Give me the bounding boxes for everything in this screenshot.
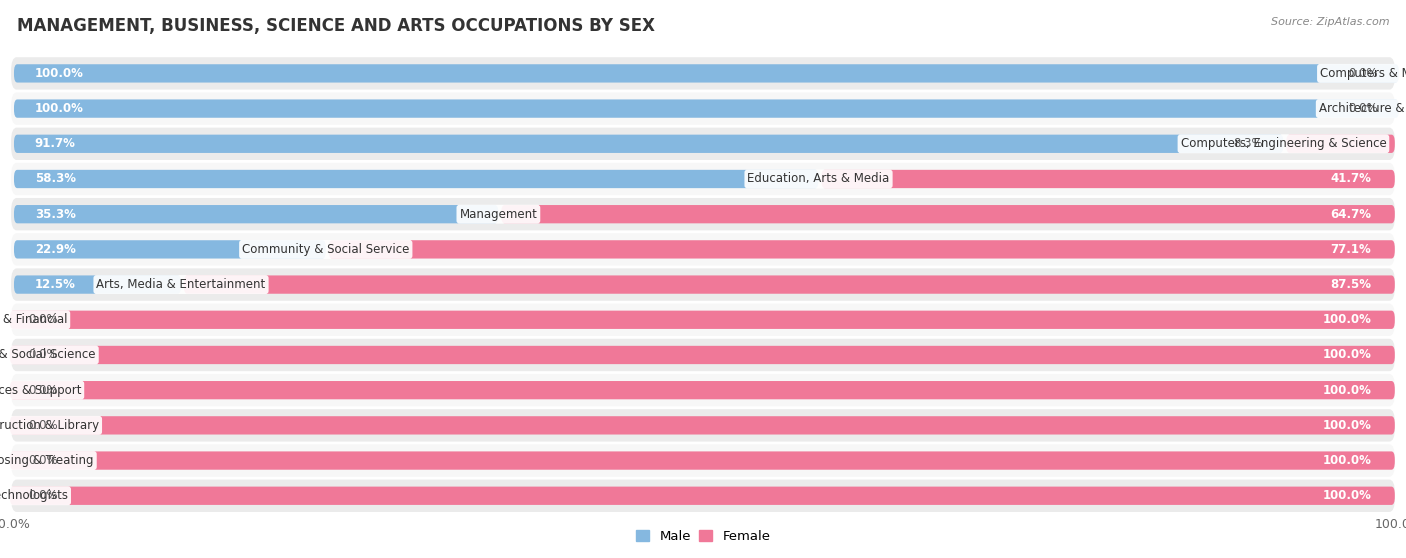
FancyBboxPatch shape — [11, 444, 1395, 477]
Text: MANAGEMENT, BUSINESS, SCIENCE AND ARTS OCCUPATIONS BY SEX: MANAGEMENT, BUSINESS, SCIENCE AND ARTS O… — [17, 17, 655, 35]
FancyBboxPatch shape — [14, 99, 1399, 118]
Text: 22.9%: 22.9% — [35, 243, 76, 256]
Text: Management: Management — [460, 208, 537, 220]
FancyBboxPatch shape — [11, 374, 1395, 406]
FancyBboxPatch shape — [10, 311, 1395, 329]
Text: 100.0%: 100.0% — [35, 102, 84, 115]
FancyBboxPatch shape — [11, 198, 1395, 230]
FancyBboxPatch shape — [10, 451, 1395, 470]
FancyBboxPatch shape — [329, 240, 1395, 258]
Text: Source: ZipAtlas.com: Source: ZipAtlas.com — [1271, 17, 1389, 27]
FancyBboxPatch shape — [501, 205, 1395, 223]
Text: Legal Services & Support: Legal Services & Support — [0, 384, 82, 397]
Text: Business & Financial: Business & Financial — [0, 313, 67, 326]
FancyBboxPatch shape — [11, 93, 1395, 125]
Text: Community & Social Service: Community & Social Service — [242, 243, 409, 256]
FancyBboxPatch shape — [10, 381, 1395, 400]
Text: 64.7%: 64.7% — [1330, 208, 1371, 220]
Text: 100.0%: 100.0% — [1322, 419, 1371, 432]
FancyBboxPatch shape — [10, 346, 1395, 364]
Text: Education, Arts & Media: Education, Arts & Media — [748, 172, 890, 185]
Text: 100.0%: 100.0% — [1322, 454, 1371, 467]
FancyBboxPatch shape — [1286, 134, 1395, 153]
Text: Health Technologists: Health Technologists — [0, 489, 67, 502]
Text: 100.0%: 100.0% — [35, 67, 84, 80]
FancyBboxPatch shape — [14, 240, 326, 258]
Text: Architecture & Engineering: Architecture & Engineering — [1319, 102, 1406, 115]
Text: 0.0%: 0.0% — [28, 349, 58, 362]
FancyBboxPatch shape — [14, 205, 498, 223]
Text: 87.5%: 87.5% — [1330, 278, 1371, 291]
Text: Arts, Media & Entertainment: Arts, Media & Entertainment — [97, 278, 266, 291]
FancyBboxPatch shape — [11, 163, 1395, 195]
FancyBboxPatch shape — [184, 276, 1395, 294]
Legend: Male, Female: Male, Female — [630, 525, 776, 548]
Text: 58.3%: 58.3% — [35, 172, 76, 185]
Text: 0.0%: 0.0% — [28, 384, 58, 397]
FancyBboxPatch shape — [10, 487, 1395, 505]
FancyBboxPatch shape — [10, 416, 1395, 435]
Text: 100.0%: 100.0% — [1322, 313, 1371, 326]
Text: Computers & Mathematics: Computers & Mathematics — [1320, 67, 1406, 80]
FancyBboxPatch shape — [11, 479, 1395, 512]
Text: 91.7%: 91.7% — [35, 137, 76, 150]
FancyBboxPatch shape — [14, 134, 1284, 153]
FancyBboxPatch shape — [821, 170, 1395, 188]
Text: 12.5%: 12.5% — [35, 278, 76, 291]
FancyBboxPatch shape — [14, 170, 818, 188]
FancyBboxPatch shape — [14, 276, 181, 294]
Text: Education Instruction & Library: Education Instruction & Library — [0, 419, 98, 432]
FancyBboxPatch shape — [11, 304, 1395, 336]
Text: 0.0%: 0.0% — [1348, 102, 1378, 115]
Text: Life, Physical & Social Science: Life, Physical & Social Science — [0, 349, 96, 362]
Text: 8.3%: 8.3% — [1233, 137, 1263, 150]
Text: 0.0%: 0.0% — [1348, 67, 1378, 80]
Text: 35.3%: 35.3% — [35, 208, 76, 220]
Text: Computers, Engineering & Science: Computers, Engineering & Science — [1181, 137, 1386, 150]
FancyBboxPatch shape — [11, 339, 1395, 371]
Text: 0.0%: 0.0% — [28, 454, 58, 467]
FancyBboxPatch shape — [11, 57, 1395, 90]
FancyBboxPatch shape — [11, 233, 1395, 266]
FancyBboxPatch shape — [11, 409, 1395, 441]
Text: 0.0%: 0.0% — [28, 313, 58, 326]
FancyBboxPatch shape — [11, 128, 1395, 160]
Text: Health Diagnosing & Treating: Health Diagnosing & Treating — [0, 454, 94, 467]
Text: 100.0%: 100.0% — [1322, 384, 1371, 397]
Text: 100.0%: 100.0% — [1322, 489, 1371, 502]
Text: 41.7%: 41.7% — [1330, 172, 1371, 185]
FancyBboxPatch shape — [11, 268, 1395, 301]
Text: 100.0%: 100.0% — [1322, 349, 1371, 362]
FancyBboxPatch shape — [14, 64, 1399, 83]
Text: 0.0%: 0.0% — [28, 419, 58, 432]
Text: 77.1%: 77.1% — [1330, 243, 1371, 256]
Text: 0.0%: 0.0% — [28, 489, 58, 502]
